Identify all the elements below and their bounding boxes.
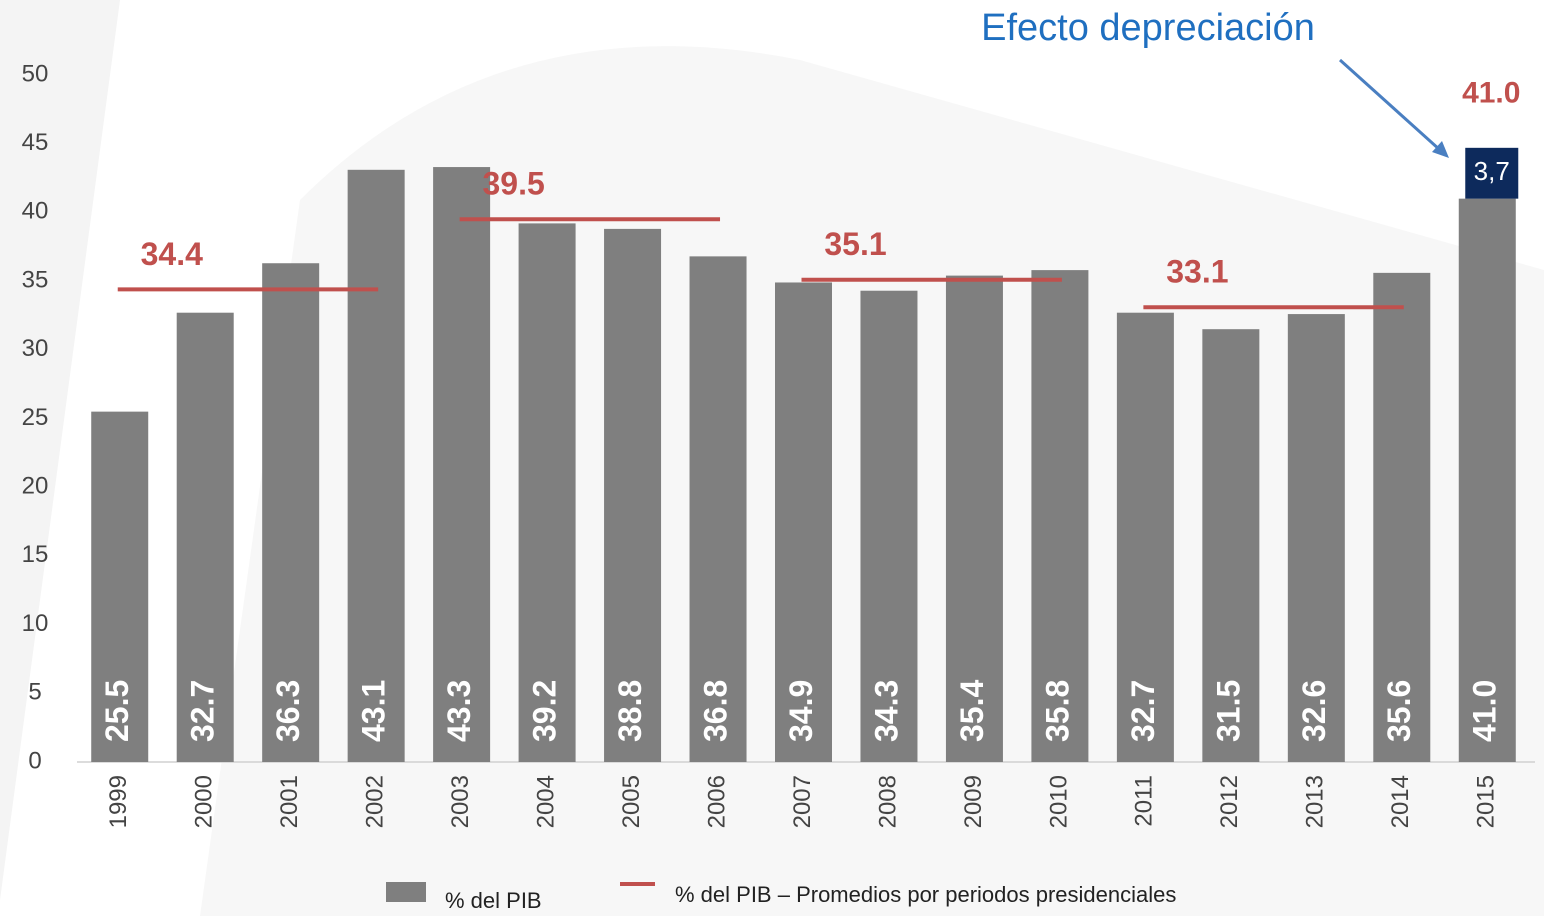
y-tick-label: 30 (22, 335, 49, 362)
legend-swatch (386, 882, 426, 902)
x-tick-label: 2008 (874, 775, 901, 828)
highlight-label: 41.0 (1462, 77, 1520, 110)
y-tick-label: 5 (28, 679, 41, 706)
x-tick-label: 2003 (447, 775, 474, 828)
value-label: 41.0 (1467, 680, 1503, 742)
value-label: 25.5 (99, 680, 135, 742)
value-label: 32.7 (1125, 680, 1161, 742)
bar (1373, 272, 1431, 762)
background-shape (0, 0, 120, 900)
bar (176, 312, 234, 762)
value-label: 34.3 (868, 680, 904, 742)
annotation: Efecto depreciación (981, 7, 1315, 49)
bar (1031, 270, 1089, 762)
value-label: 31.5 (1210, 680, 1246, 742)
y-tick-label: 25 (22, 404, 49, 431)
y-tick-label: 50 (22, 60, 49, 87)
value-label: 43.1 (356, 680, 392, 742)
bar (689, 256, 747, 762)
x-tick-label: 2014 (1387, 775, 1414, 828)
bar (347, 169, 405, 762)
average-label: 39.5 (482, 166, 544, 202)
bar (518, 223, 576, 763)
value-label: 38.8 (612, 680, 648, 742)
average-label: 35.1 (824, 226, 886, 262)
value-label: 32.6 (1296, 680, 1332, 742)
legend-label: % del PIB (445, 888, 542, 913)
bar (775, 282, 832, 762)
annotation-arrowhead (1432, 141, 1449, 158)
value-label: 32.7 (185, 680, 221, 742)
x-tick-label: 2011 (1131, 775, 1158, 827)
x-tick-label: 2002 (361, 775, 388, 828)
y-tick-label: 0 (28, 747, 41, 774)
value-label: 43.3 (441, 680, 477, 742)
x-tick-label: 2015 (1473, 775, 1500, 828)
bar (433, 167, 491, 763)
average-label: 34.4 (141, 236, 203, 272)
annotation-arrow (1338, 58, 1442, 152)
y-tick-label: 40 (22, 198, 49, 225)
average-label: 33.1 (1166, 254, 1228, 290)
bar (262, 263, 320, 762)
bar (860, 290, 918, 762)
x-tick-label: 2013 (1302, 775, 1329, 828)
x-tick-label: 2009 (960, 775, 987, 828)
y-tick-label: 45 (22, 129, 49, 156)
bar (945, 275, 1003, 762)
x-tick-label: 2005 (618, 775, 645, 828)
x-tick-label: 2000 (191, 775, 218, 828)
bar (1458, 198, 1516, 762)
y-tick-label: 20 (22, 473, 49, 500)
value-label: 36.3 (270, 680, 306, 742)
x-tick-label: 2006 (703, 775, 730, 828)
bar (91, 411, 149, 762)
y-tick-label: 10 (22, 610, 49, 637)
x-tick-label: 2004 (532, 775, 559, 828)
highlight-box (1465, 147, 1519, 199)
legend-label: % del PIB – Promedios por periodos presi… (675, 882, 1176, 907)
highlight-box-label: 3,7 (1474, 156, 1510, 186)
x-tick-label: 2010 (1045, 775, 1072, 828)
value-label: 35.6 (1381, 680, 1417, 742)
x-tick-label: 2012 (1216, 775, 1243, 828)
value-label: 35.4 (954, 680, 990, 742)
y-tick-label: 35 (22, 266, 49, 293)
value-label: 35.8 (1039, 680, 1075, 742)
x-tick-label: 1999 (105, 775, 132, 828)
value-label: 36.8 (697, 680, 733, 742)
x-tick-label: 2001 (276, 775, 303, 828)
bar (1116, 312, 1174, 762)
bar (1202, 329, 1260, 762)
value-label: 39.2 (527, 680, 563, 742)
bar (1287, 314, 1345, 762)
y-tick-label: 15 (22, 541, 49, 568)
value-label: 34.9 (783, 680, 819, 742)
bar (604, 228, 662, 762)
x-tick-label: 2007 (789, 775, 816, 828)
